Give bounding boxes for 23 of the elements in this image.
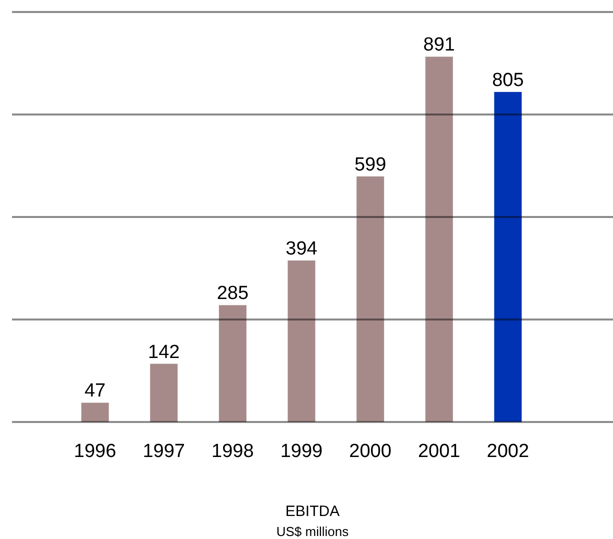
x-tick-label: 1998 [212,441,254,462]
bar [494,92,522,422]
x-tick-label: 1997 [142,441,186,462]
data-label: 47 [84,380,106,402]
data-label: 891 [423,34,455,56]
x-tick-label: 1999 [280,441,323,462]
data-label: 142 [148,342,180,363]
data-label: 599 [354,154,386,176]
bar [288,260,316,422]
bar [81,402,109,422]
text: US$ millions [276,524,350,539]
text: EBITDA [285,503,340,520]
bar [218,305,246,422]
data-label: 394 [286,238,318,260]
data-label: 285 [216,283,249,304]
x-tick-label: 2000 [349,441,392,462]
bar [356,176,384,422]
x-tick-label: 2002 [486,441,530,462]
x-tick-label: 2001 [418,441,460,462]
bar [425,56,453,422]
data-label: 805 [492,70,524,91]
bar [150,364,178,422]
x-tick-label: 1996 [74,441,116,462]
